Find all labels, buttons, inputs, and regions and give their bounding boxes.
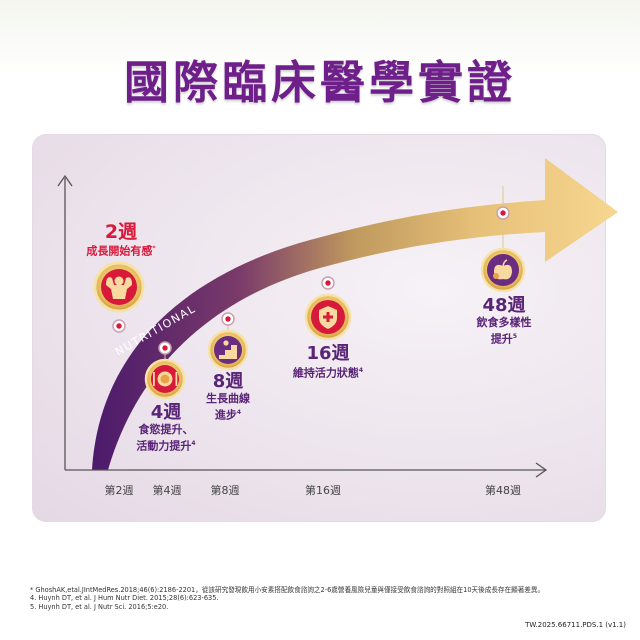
milestone-week: 2週 <box>104 221 138 243</box>
milestone-week: 8週 <box>212 371 244 392</box>
milestone-8-weeks: 8週 生長曲線 進步4 <box>182 372 274 423</box>
milestone-desc: 成長開始有感 <box>86 244 153 258</box>
x-tick-label: 第4週 <box>152 484 182 497</box>
milestone-desc: 飲食多樣性 <box>476 316 532 329</box>
page-title: 國際臨床醫學實證 <box>123 56 516 109</box>
x-tick-label: 第8週 <box>210 484 240 497</box>
milestone-desc: 生長曲線 <box>206 392 250 405</box>
milestone-week: 4週 <box>150 402 182 423</box>
milestone-16-weeks: 16週 維持活力狀態4 <box>270 344 386 381</box>
meal-plate-icon <box>144 358 186 400</box>
footnote: 5. Huynh DT, et al. J Nutr Sci. 2016;5:e… <box>30 603 169 611</box>
milestone-desc: 食慾提升、 <box>138 423 194 436</box>
milestone-2-weeks: 2週 成長開始有感* <box>66 222 176 259</box>
milestone-desc: 維持活力狀態 <box>292 366 359 380</box>
strength-icon <box>93 261 145 313</box>
milestone-week: 16週 <box>306 343 350 364</box>
growth-stairs-icon <box>207 329 249 371</box>
milestone-week: 48週 <box>482 295 526 316</box>
milestone-markers <box>112 206 510 355</box>
chart-axes <box>57 174 548 478</box>
x-tick-label: 第2週 <box>104 484 134 497</box>
milestone-48-weeks: 48週 飲食多樣性 提升5 <box>456 296 552 347</box>
shield-plus-icon <box>304 293 352 341</box>
footnote: * GhoshAK,etal.JIntMedRes.2018;46(6):218… <box>30 586 545 594</box>
document-code: TW.2025.66711.PDS.1 (v1.1) <box>525 621 626 629</box>
milestone-4-weeks: 4週 食慾提升、 活動力提升4 <box>116 403 216 454</box>
x-tick-label: 第16週 <box>305 484 341 497</box>
footnote: 4. Huynh DT, et al. J Hum Nutr Diet. 201… <box>30 594 219 602</box>
apple-icon <box>480 247 526 293</box>
x-tick-label: 第48週 <box>485 484 521 497</box>
growth-arrow <box>92 158 618 470</box>
